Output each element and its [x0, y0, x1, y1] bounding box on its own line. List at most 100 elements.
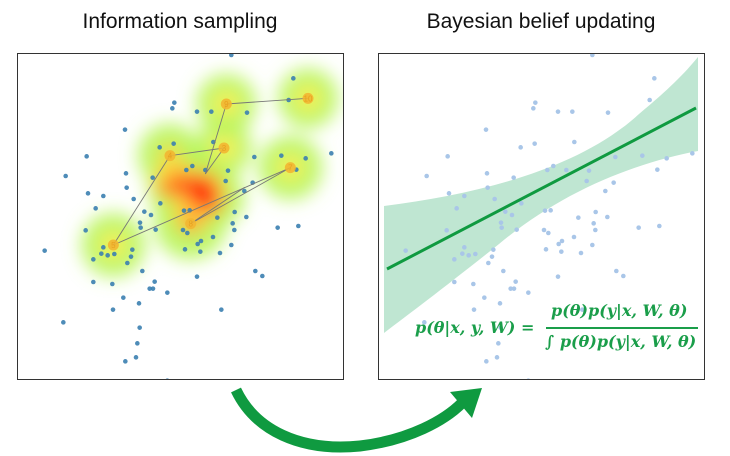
- fixation-point: [302, 92, 314, 104]
- data-point: [445, 154, 450, 159]
- data-point: [454, 206, 459, 211]
- data-point: [570, 109, 575, 114]
- credible-band: [384, 57, 698, 333]
- fixation-point: [284, 162, 296, 174]
- data-point: [424, 173, 429, 179]
- data-point: [526, 378, 530, 379]
- information-sampling-panel: 9 10 3 4 7 8 5: [17, 53, 344, 380]
- data-point: [124, 185, 129, 190]
- data-point: [131, 196, 136, 202]
- data-point: [121, 295, 126, 300]
- data-point: [514, 227, 519, 232]
- data-point: [501, 268, 506, 274]
- data-point: [584, 178, 589, 184]
- data-point: [152, 279, 157, 284]
- data-point: [105, 253, 110, 258]
- data-point: [83, 228, 88, 233]
- data-point: [170, 106, 175, 111]
- data-point: [526, 290, 531, 295]
- data-point: [91, 257, 96, 262]
- data-point: [123, 171, 129, 176]
- heat-core: [159, 178, 177, 197]
- data-point: [482, 295, 487, 300]
- fixations: 9 10 3 4 7 8 5: [107, 92, 314, 251]
- data-point: [576, 215, 581, 220]
- data-point: [605, 214, 610, 220]
- data-point: [655, 167, 660, 172]
- data-point: [232, 209, 237, 215]
- data-point: [491, 247, 496, 252]
- data-point: [158, 201, 163, 206]
- fixation-label: 8: [188, 220, 193, 229]
- data-point: [485, 185, 490, 190]
- data-point: [541, 227, 547, 233]
- data-point: [473, 251, 478, 257]
- saccade-line: [190, 167, 291, 225]
- posterior-lhs: p(θ|x, y, W) =: [415, 318, 535, 337]
- data-point: [279, 153, 284, 158]
- data-point: [194, 274, 200, 279]
- data-point: [165, 378, 169, 379]
- data-point: [494, 355, 500, 360]
- data-point: [229, 54, 234, 58]
- fixation-point: [107, 239, 119, 251]
- data-point: [209, 109, 214, 114]
- right-panel-title: Bayesian belief updating: [426, 10, 656, 33]
- data-point: [545, 167, 550, 173]
- data-point: [244, 110, 250, 115]
- data-point: [133, 355, 139, 360]
- fixation-label: 5: [111, 241, 116, 250]
- data-point: [590, 242, 595, 248]
- data-point: [185, 230, 190, 236]
- data-point: [614, 268, 619, 274]
- data-point: [195, 241, 200, 247]
- fixation-label: 10: [304, 94, 313, 103]
- data-point: [140, 268, 145, 274]
- data-point: [611, 180, 616, 185]
- data-point: [194, 109, 200, 114]
- data-point: [462, 245, 467, 250]
- data-point: [137, 220, 143, 225]
- data-point: [542, 208, 548, 213]
- data-point: [244, 214, 249, 220]
- data-point: [555, 109, 561, 114]
- attention-heatmap: [81, 68, 338, 277]
- data-point: [101, 193, 106, 199]
- data-point: [503, 209, 508, 214]
- data-point: [112, 251, 117, 257]
- heatmap-scatter: 9 10 3 4 7 8 5: [42, 54, 344, 379]
- data-point: [571, 234, 577, 240]
- data-point: [137, 325, 142, 330]
- data-point: [499, 225, 504, 230]
- data-point: [150, 175, 155, 180]
- data-point: [466, 253, 471, 258]
- data-point: [484, 171, 490, 176]
- data-point: [498, 220, 504, 225]
- data-point: [198, 249, 203, 254]
- data-point: [497, 301, 503, 306]
- data-point: [63, 173, 68, 179]
- data-point: [586, 168, 592, 173]
- data-point: [136, 301, 142, 306]
- data-point: [153, 227, 158, 232]
- data-point: [84, 154, 89, 159]
- data-point: [489, 254, 495, 259]
- data-point: [518, 145, 523, 150]
- data-point: [572, 139, 577, 145]
- data-point: [252, 154, 257, 160]
- data-point: [223, 178, 228, 184]
- fixation-point: [164, 150, 176, 162]
- data-point: [621, 273, 626, 279]
- data-point: [511, 175, 516, 180]
- data-point: [559, 249, 564, 254]
- data-point: [483, 127, 489, 132]
- data-point: [548, 208, 553, 213]
- data-point: [242, 188, 247, 194]
- data-point: [551, 163, 556, 169]
- saccade-line: [204, 103, 227, 175]
- data-point: [559, 238, 565, 244]
- data-point: [128, 254, 134, 259]
- data-point: [508, 286, 513, 291]
- data-point: [343, 162, 344, 167]
- data-point: [172, 100, 177, 105]
